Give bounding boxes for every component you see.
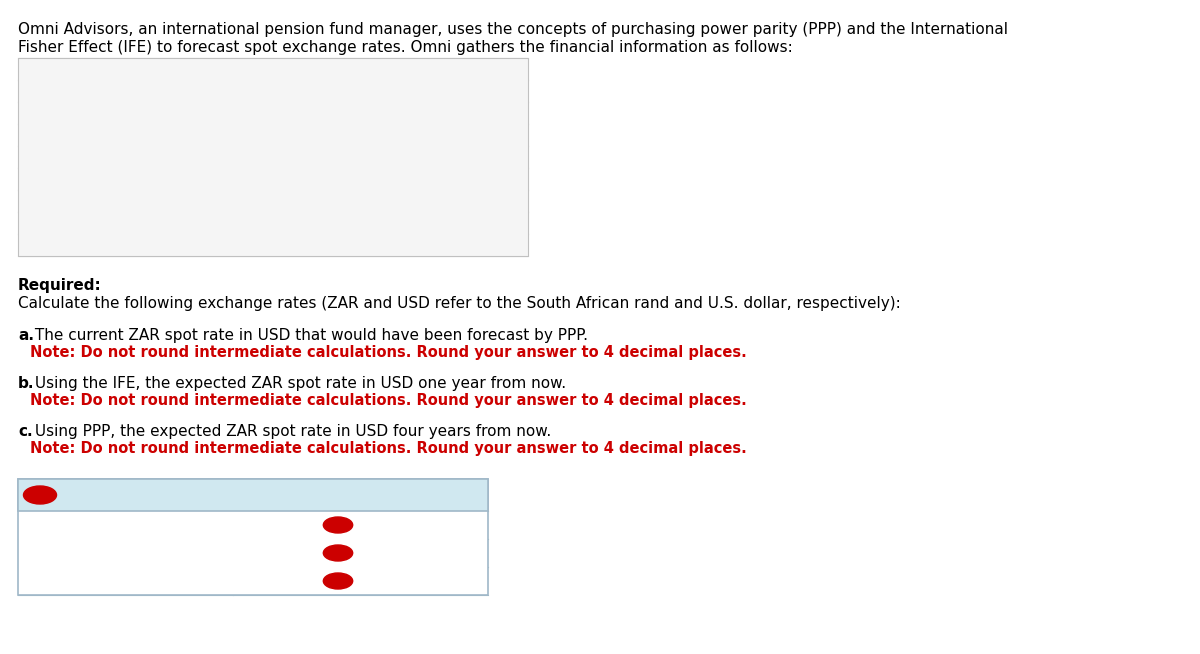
Text: ✕: ✕ [35, 489, 46, 502]
Text: Expected South African one-year interest rate: Expected South African one-year interest… [26, 239, 403, 253]
Text: Expected ZAR under PPP: Expected ZAR under PPP [26, 573, 208, 588]
Text: 5%: 5% [502, 195, 518, 209]
Text: Base price level: Base price level [26, 63, 160, 77]
Text: 0.2076: 0.2076 [276, 517, 328, 532]
Text: Required:: Required: [18, 278, 102, 293]
Text: Calculate the following exchange rates (ZAR and USD refer to the South African r: Calculate the following exchange rates (… [18, 296, 901, 311]
Text: 0.1642: 0.1642 [277, 545, 328, 560]
Text: b.: b. [18, 376, 35, 391]
Text: $ 0.189: $ 0.189 [460, 129, 518, 143]
Text: ✕: ✕ [334, 576, 343, 586]
Text: Expected U.S. one-year interest rate: Expected U.S. one-year interest rate [26, 217, 328, 231]
Text: Expected ZAR spot rate: Expected ZAR spot rate [26, 545, 199, 560]
Text: Note: Do not round intermediate calculations. Round your answer to 4 decimal pla: Note: Do not round intermediate calculat… [30, 345, 746, 360]
Text: Current U.S. price level: Current U.S. price level [26, 85, 227, 99]
Text: $ 0.172: $ 0.172 [460, 151, 518, 165]
Text: a.: a. [18, 328, 34, 343]
Text: Current rand spot exchange rate: Current rand spot exchange rate [26, 151, 286, 165]
Text: Note: Do not round intermediate calculations. Round your answer to 4 decimal pla: Note: Do not round intermediate calculat… [30, 441, 746, 456]
Text: 100: 100 [493, 63, 518, 77]
Text: Omni Advisors, an international pension fund manager, uses the concepts of purch: Omni Advisors, an international pension … [18, 22, 1008, 37]
Text: Fisher Effect (IFE) to forecast spot exchange rates. Omni gathers the financial : Fisher Effect (IFE) to forecast spot exc… [18, 40, 793, 55]
Text: Current South African price level: Current South African price level [26, 107, 302, 121]
Text: ✕: ✕ [334, 520, 343, 530]
Text: 111: 111 [493, 107, 518, 121]
Text: Expected annual South African inflation: Expected annual South African inflation [26, 195, 353, 209]
Text: The current ZAR spot rate in USD that would have been forecast by PPP.: The current ZAR spot rate in USD that wo… [30, 328, 588, 343]
Text: ZAR spot rate under PPP: ZAR spot rate under PPP [26, 517, 205, 532]
Text: $: $ [240, 545, 250, 560]
Text: $: $ [240, 517, 250, 532]
Text: 8%: 8% [502, 239, 518, 253]
Text: 7%: 7% [502, 173, 518, 187]
Text: c.: c. [18, 424, 32, 439]
Text: 105: 105 [493, 85, 518, 99]
Text: $: $ [240, 573, 250, 588]
Text: Expected annual U.S. inflation: Expected annual U.S. inflation [26, 173, 277, 187]
Text: Note: Do not round intermediate calculations. Round your answer to 4 decimal pla: Note: Do not round intermediate calculat… [30, 393, 746, 408]
Text: Answer is complete but not entirely correct.: Answer is complete but not entirely corr… [56, 487, 436, 502]
Text: 10%: 10% [493, 217, 518, 231]
Text: ✕: ✕ [334, 548, 343, 558]
Text: 0.2328: 0.2328 [277, 573, 328, 588]
Text: Base rand spot exchange rate: Base rand spot exchange rate [26, 129, 260, 143]
Text: Using PPP, the expected ZAR spot rate in USD four years from now.: Using PPP, the expected ZAR spot rate in… [30, 424, 551, 439]
Text: Using the IFE, the expected ZAR spot rate in USD one year from now.: Using the IFE, the expected ZAR spot rat… [30, 376, 566, 391]
